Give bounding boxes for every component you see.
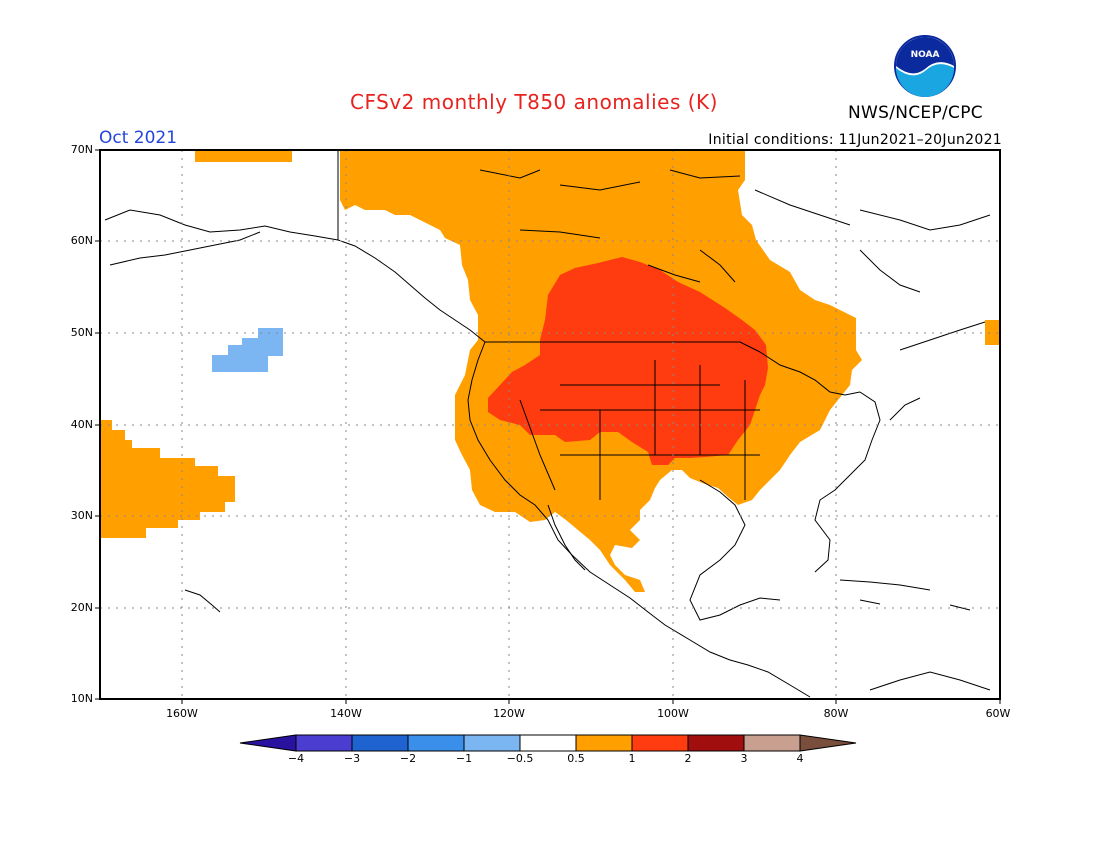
noaa-logo: NOAA: [894, 35, 956, 97]
agency-label: NWS/NCEP/CPC: [848, 103, 983, 123]
lon-label: 120W: [493, 707, 525, 720]
lat-label: 50N: [70, 326, 93, 339]
colorbar-swatch: [407, 734, 465, 752]
lat-label: 70N: [70, 143, 93, 156]
lon-label: 80W: [823, 707, 849, 720]
colorbar-label: −1: [455, 752, 473, 765]
colorbar-swatch: [239, 734, 297, 752]
lon-label: 100W: [657, 707, 689, 720]
lat-label: 30N: [70, 509, 93, 522]
colorbar-label: 4: [796, 752, 804, 765]
colorbar-label: −0.5: [506, 752, 534, 765]
colorbar-swatch: [519, 734, 577, 752]
colorbar-label: 0.5: [567, 752, 585, 765]
chart-title: CFSv2 monthly T850 anomalies (K): [350, 90, 718, 114]
colorbar-swatch: [631, 734, 689, 752]
valid-month: Oct 2021: [99, 128, 178, 148]
colorbar-label: 1: [628, 752, 636, 765]
colorbar: [239, 734, 857, 752]
initial-conditions: Initial conditions: 11Jun2021–20Jun2021: [708, 132, 1002, 148]
anomaly-region-cool-gulf-of-alaska: [212, 328, 283, 372]
anomaly-region-strong-warm: [488, 257, 768, 465]
lat-label: 60N: [70, 234, 93, 247]
colorbar-label: −2: [399, 752, 417, 765]
lat-label: 20N: [70, 601, 93, 614]
colorbar-label: 2: [684, 752, 692, 765]
lon-label: 160W: [166, 707, 198, 720]
colorbar-swatch: [351, 734, 409, 752]
colorbar-swatch: [687, 734, 745, 752]
anomaly-region-warm-central-pacific: [100, 420, 235, 538]
lon-label: 140W: [330, 707, 362, 720]
colorbar-label: 3: [740, 752, 748, 765]
logo-text: NOAA: [911, 50, 940, 60]
graticule: [100, 150, 1000, 699]
colorbar-label: −3: [343, 752, 361, 765]
colorbar-label: −4: [287, 752, 305, 765]
colorbar-swatch: [575, 734, 633, 752]
lat-label: 40N: [70, 418, 93, 431]
colorbar-swatch: [463, 734, 521, 752]
colorbar-swatch: [743, 734, 801, 752]
lon-label: 60W: [985, 707, 1011, 720]
colorbar-swatch: [295, 734, 353, 752]
colorbar-swatch: [799, 734, 857, 752]
axis-ticks: [95, 149, 1001, 704]
lat-label: 10N: [70, 692, 93, 705]
coastlines: [104, 150, 991, 698]
